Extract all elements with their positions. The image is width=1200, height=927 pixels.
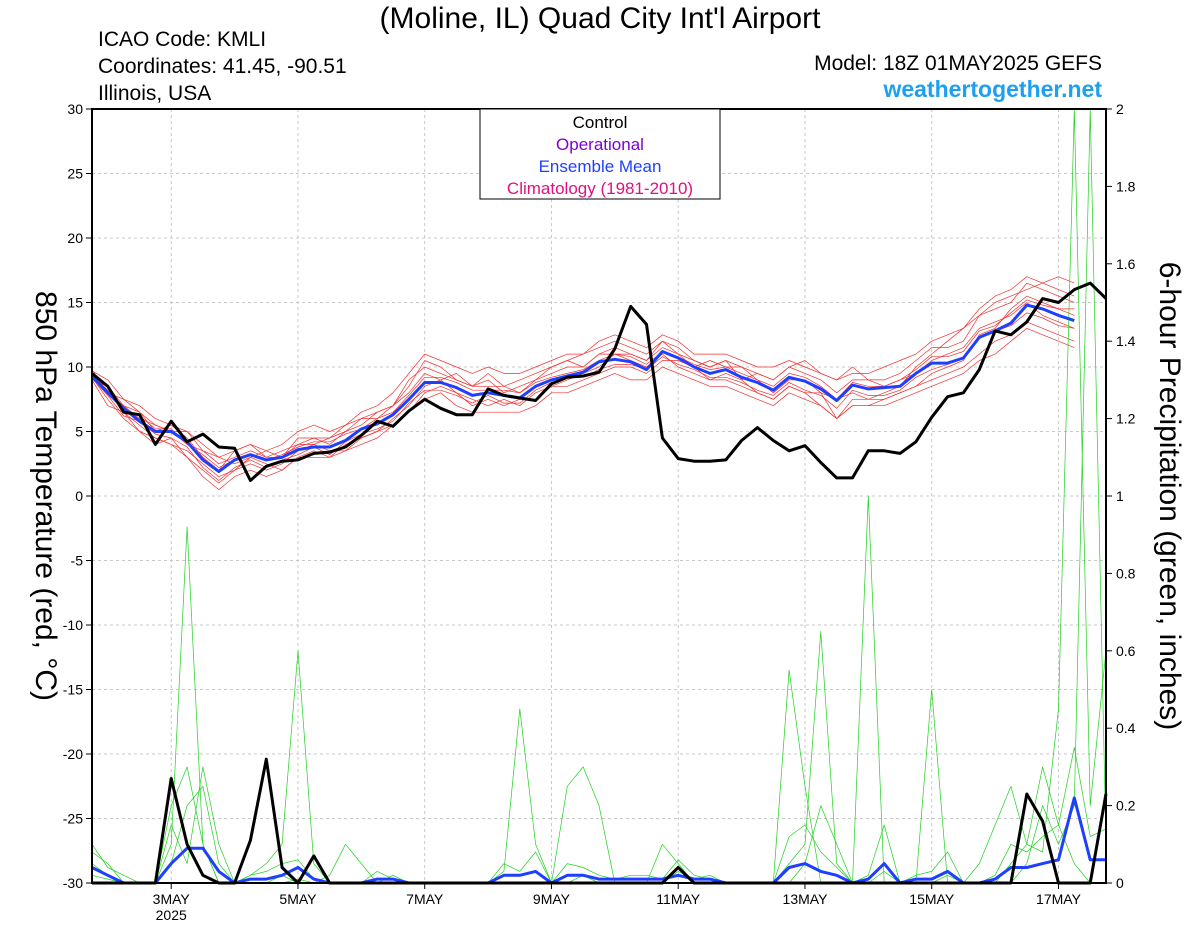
x-tick-label: 17MAY <box>1036 891 1082 907</box>
y-axis-label: 850 hPa Temperature (red, °C) <box>29 291 62 701</box>
x-tick-sublabel: 2025 <box>156 907 187 923</box>
x-tick-label: 9MAY <box>533 891 571 907</box>
model-run: Model: 18Z 01MAY2025 GEFS <box>814 52 1102 75</box>
y-tick-label: -15 <box>63 682 83 698</box>
y-tick-label: -5 <box>71 553 84 569</box>
x-tick-label: 7MAY <box>406 891 444 907</box>
member-precip-line <box>91 766 1107 884</box>
ensemble-mean-temp-line <box>90 303 1075 473</box>
y2-tick-label: 1.8 <box>1116 178 1136 194</box>
y2-tick-label: 0.2 <box>1116 798 1136 814</box>
y-tick-label: -25 <box>63 811 83 827</box>
y-tick-label: -20 <box>63 746 83 762</box>
legend-entry-climatology: Climatology (1981-2010) <box>507 179 693 198</box>
x-tick-label: 5MAY <box>279 891 317 907</box>
legend-entry-operational: Operational <box>556 135 644 154</box>
member-temp-line <box>91 276 1075 465</box>
tick-labels: 302520151050-5-10-15-20-25-3021.81.61.41… <box>63 101 1136 923</box>
y2-tick-label: 1.6 <box>1116 256 1136 272</box>
icao-code: ICAO Code: KMLI <box>98 28 267 51</box>
y-tick-label: 5 <box>75 424 83 440</box>
chart-title: (Moline, IL) Quad City Int'l Airport <box>379 2 821 35</box>
y2-tick-label: 2 <box>1116 101 1124 117</box>
x-tick-label: 13MAY <box>783 891 829 907</box>
y-tick-label: 10 <box>67 359 83 375</box>
legend-entry-control: Control <box>573 113 628 132</box>
y-tick-label: 25 <box>67 166 83 182</box>
ensemble-mean-precip-line <box>91 796 1106 885</box>
legend: Control Operational Ensemble Mean Climatolo… <box>479 108 721 200</box>
main-series <box>90 281 1108 885</box>
y2-tick-label: 0.6 <box>1116 643 1136 659</box>
x-tick-label: 3MAY <box>153 891 191 907</box>
y2-tick-label: 0.8 <box>1116 565 1136 581</box>
y2-axis-label: 6-hour Precipitation (green, inches) <box>1153 262 1186 731</box>
website-link[interactable]: weathertogether.net <box>883 76 1102 102</box>
grid <box>92 108 1106 884</box>
location: Illinois, USA <box>98 82 212 105</box>
member-temp-line <box>91 327 1075 490</box>
y-tick-label: -10 <box>63 617 83 633</box>
y-tick-label: 15 <box>67 295 83 311</box>
y2-tick-label: 0.4 <box>1116 720 1136 736</box>
member-precip-line <box>91 747 1107 884</box>
member-temp-line <box>91 282 1075 465</box>
legend-entry-ensemble-mean: Ensemble Mean <box>539 157 662 176</box>
x-tick-label: 11MAY <box>656 891 700 907</box>
y2-tick-label: 0 <box>1116 875 1124 891</box>
legend-box <box>479 108 721 200</box>
member-temp-line <box>91 276 1075 458</box>
y-tick-label: 30 <box>67 101 83 117</box>
y-tick-label: 0 <box>75 488 83 504</box>
y2-tick-label: 1.4 <box>1116 333 1136 349</box>
control-temp-line <box>91 281 1108 482</box>
member-temp-line <box>91 299 1075 468</box>
y2-tick-label: 1 <box>1116 488 1124 504</box>
y2-tick-label: 1.2 <box>1116 411 1136 427</box>
member-temp-line <box>91 321 1075 477</box>
y-tick-label: 20 <box>67 230 83 246</box>
y-tick-label: -30 <box>63 875 83 891</box>
member-temp-line <box>91 295 1075 471</box>
x-tick-label: 15MAY <box>909 891 955 907</box>
coordinates: Coordinates: 41.45, -90.51 <box>98 55 347 78</box>
